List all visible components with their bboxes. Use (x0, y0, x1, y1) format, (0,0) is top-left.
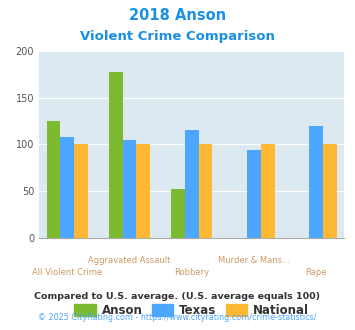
Bar (310, 126, 323, 238)
Bar (171, 189, 185, 238)
Bar (136, 145, 150, 238)
Text: © 2025 CityRating.com - https://www.cityrating.com/crime-statistics/: © 2025 CityRating.com - https://www.city… (38, 314, 317, 322)
Text: Aggravated Assault: Aggravated Assault (88, 256, 171, 265)
Bar (323, 145, 337, 238)
Bar (185, 130, 198, 238)
Bar (60, 137, 74, 238)
Legend: Anson, Texas, National: Anson, Texas, National (70, 299, 314, 322)
Bar (109, 72, 122, 238)
Bar (261, 145, 274, 238)
Bar (247, 150, 261, 238)
Text: Rape: Rape (306, 268, 327, 277)
Bar (198, 145, 212, 238)
Text: All Violent Crime: All Violent Crime (32, 268, 102, 277)
Text: Compared to U.S. average. (U.S. average equals 100): Compared to U.S. average. (U.S. average … (34, 292, 321, 301)
Text: Violent Crime Comparison: Violent Crime Comparison (80, 30, 275, 43)
Text: 2018 Anson: 2018 Anson (129, 8, 226, 23)
Bar (47, 121, 60, 238)
Text: Robbery: Robbery (174, 268, 209, 277)
Text: Murder & Mans...: Murder & Mans... (218, 256, 290, 265)
Bar (122, 140, 136, 238)
Bar (74, 145, 88, 238)
